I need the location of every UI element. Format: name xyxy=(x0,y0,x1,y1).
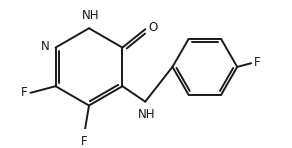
Text: NH: NH xyxy=(82,9,99,22)
Text: F: F xyxy=(81,135,88,148)
Text: F: F xyxy=(21,86,28,99)
Text: NH: NH xyxy=(138,108,155,120)
Text: O: O xyxy=(148,21,157,34)
Text: N: N xyxy=(41,40,50,53)
Text: F: F xyxy=(253,56,260,69)
